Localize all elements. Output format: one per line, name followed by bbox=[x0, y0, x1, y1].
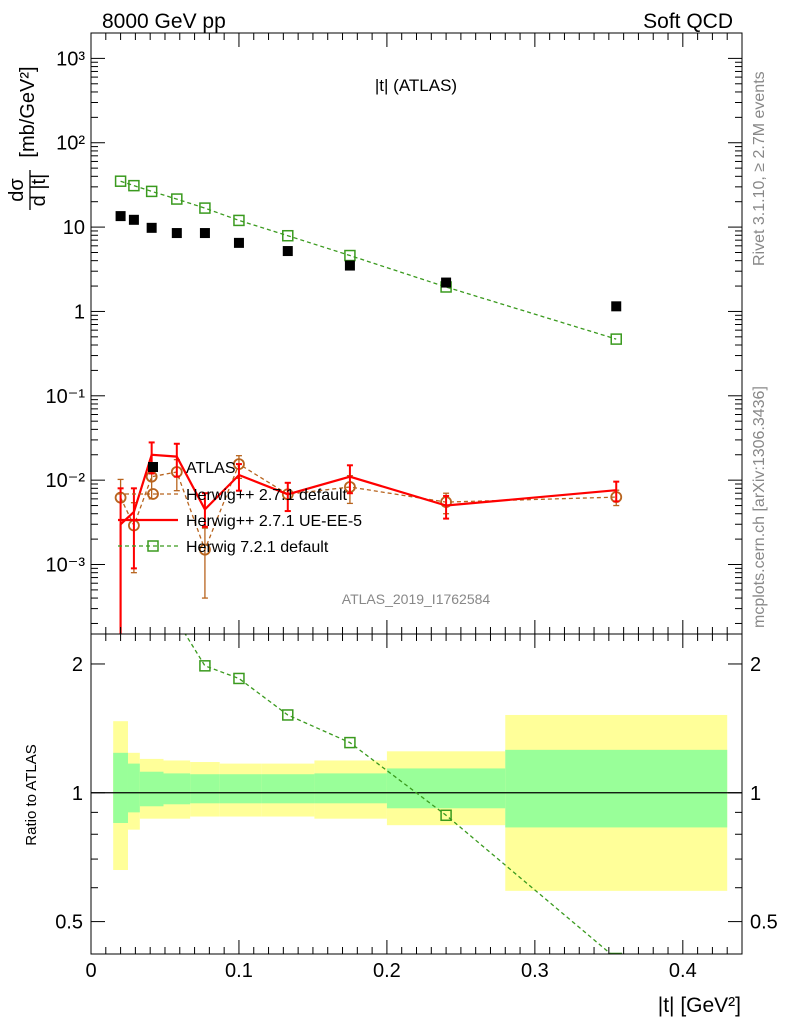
legend-atlas-marker bbox=[148, 462, 158, 472]
ratio-herwig7-point bbox=[610, 952, 622, 954]
legend-herwigpp-default-marker bbox=[147, 488, 159, 500]
ratio-herwig7-point bbox=[344, 736, 356, 749]
y-tick-label: 10⁻¹ bbox=[46, 386, 86, 408]
uncertainty-band-inner bbox=[139, 771, 164, 807]
herwig7-default-point bbox=[128, 179, 140, 192]
x-tick-label: 0.2 bbox=[373, 960, 401, 982]
y-tick-label: 10⁻³ bbox=[46, 555, 86, 577]
x-tick-label: 0 bbox=[85, 960, 96, 982]
atlas-data-point bbox=[441, 277, 452, 288]
atlas-data-point bbox=[171, 228, 182, 239]
herwig7-default-point bbox=[282, 229, 294, 242]
legend-herwigpp-default-label: Herwig++ 2.7.1 default bbox=[186, 487, 348, 504]
ratio-y-tick-label-right: 0.5 bbox=[750, 912, 778, 934]
atlas-data-point bbox=[233, 237, 244, 248]
herwig7-default-point bbox=[199, 202, 211, 214]
y-label-units: [mb/GeV²] bbox=[17, 66, 39, 157]
ratio-herwig7-point bbox=[129, 615, 139, 625]
x-axis-label: |t| [GeV²] bbox=[658, 994, 741, 1017]
ratio-panel-data bbox=[91, 603, 742, 954]
ratio-panel-axes: 0 0.1 0.2 0.3 0.4 0.5 0.5 1 1 2 2 bbox=[55, 634, 778, 982]
ratio-y-tick-label: 0.5 bbox=[55, 912, 83, 934]
atlas-data-point bbox=[611, 301, 622, 312]
plot-title: |t| (ATLAS) bbox=[375, 76, 457, 95]
herwig7-default-point bbox=[171, 193, 183, 205]
y-label-numerator: dσ bbox=[6, 178, 28, 202]
ratio-y-axis-label: Ratio to ATLAS bbox=[23, 744, 40, 845]
uncertainty-band-inner bbox=[113, 752, 128, 823]
uncertainty-band-inner bbox=[386, 768, 506, 809]
atlas-data-point bbox=[115, 211, 126, 222]
legend: ATLAS Herwig++ 2.7.1 default Herwig++ 2.7.… bbox=[118, 460, 362, 556]
legend-herwig7-marker bbox=[147, 540, 159, 552]
analysis-watermark: ATLAS_2019_I1762584 bbox=[342, 591, 491, 607]
y-tick-label: 1 bbox=[74, 301, 85, 323]
herwigpp-default-line bbox=[120, 463, 617, 552]
uncertainty-band-inner bbox=[127, 763, 140, 813]
herwig7-default-point bbox=[114, 175, 127, 187]
ratio-y-tick-label-right: 2 bbox=[750, 654, 761, 676]
mcplots-credit-label: mcplots.cern.ch [arXiv:1306.3436] bbox=[751, 386, 768, 628]
herwig7-default-point bbox=[233, 214, 245, 227]
uncertainty-band-inner bbox=[163, 773, 191, 805]
ratio-herwig7-point bbox=[233, 672, 245, 685]
atlas-data-point bbox=[282, 246, 293, 257]
atlas-data-point bbox=[128, 214, 139, 225]
herwigpp-default-point bbox=[199, 543, 211, 556]
y-label-denominator: d |t| bbox=[28, 174, 50, 207]
y-tick-label: 10³ bbox=[56, 48, 85, 70]
y-tick-label: 10 bbox=[63, 217, 85, 239]
herwig7-default-point bbox=[344, 249, 356, 262]
legend-herwigpp-ueee5-label: Herwig++ 2.7.1 UE-EE-5 bbox=[186, 513, 362, 530]
herwig7-default-point bbox=[145, 185, 158, 198]
ratio-y-tick-label: 1 bbox=[72, 783, 83, 805]
ratio-herwig7-point bbox=[282, 709, 294, 721]
uncertainty-band-inner bbox=[219, 774, 262, 804]
ratio-herwig7-point bbox=[440, 809, 452, 822]
rivet-version-label: Rivet 3.1.10, ≥ 2.7M events bbox=[751, 71, 768, 266]
uncertainty-band-inner bbox=[314, 773, 387, 804]
ratio-herwig7-point bbox=[172, 615, 182, 625]
y-tick-label: 10² bbox=[56, 133, 85, 155]
header-energy-label: 8000 GeV pp bbox=[102, 10, 226, 33]
ratio-y-tick-label-right: 1 bbox=[750, 783, 761, 805]
uncertainty-band-inner bbox=[261, 774, 315, 804]
atlas-data-point bbox=[199, 228, 210, 239]
herwigpp-ueee5-line bbox=[119, 453, 617, 526]
main-y-axis-label: dσ d |t| [mb/GeV²] bbox=[6, 66, 50, 210]
uncertainty-band-inner bbox=[190, 774, 220, 804]
header-process-label: Soft QCD bbox=[643, 10, 733, 33]
ratio-herwig7-point bbox=[147, 603, 157, 613]
x-tick-label: 0.1 bbox=[225, 960, 253, 982]
y-tick-label: 10⁻² bbox=[46, 470, 86, 492]
main-panel-axes: 10⁻³ 10⁻² 10⁻¹ 1 10 10² 10³ bbox=[46, 32, 743, 634]
atlas-data-point bbox=[344, 260, 355, 271]
legend-atlas-label: ATLAS bbox=[186, 460, 236, 477]
atlas-data-point bbox=[146, 222, 157, 233]
x-tick-label: 0.3 bbox=[521, 960, 549, 982]
herwig7-default-point bbox=[610, 333, 622, 345]
uncertainty-band-inner bbox=[505, 749, 728, 828]
ratio-y-tick-label: 2 bbox=[72, 654, 83, 676]
ratio-herwig7-line bbox=[184, 634, 612, 954]
x-tick-label: 0.4 bbox=[669, 960, 697, 982]
legend-herwig7-label: Herwig 7.2.1 default bbox=[186, 539, 329, 556]
main-panel-data bbox=[114, 175, 623, 634]
ratio-herwig7-point bbox=[199, 660, 211, 672]
herwig7-default-line bbox=[120, 180, 617, 340]
